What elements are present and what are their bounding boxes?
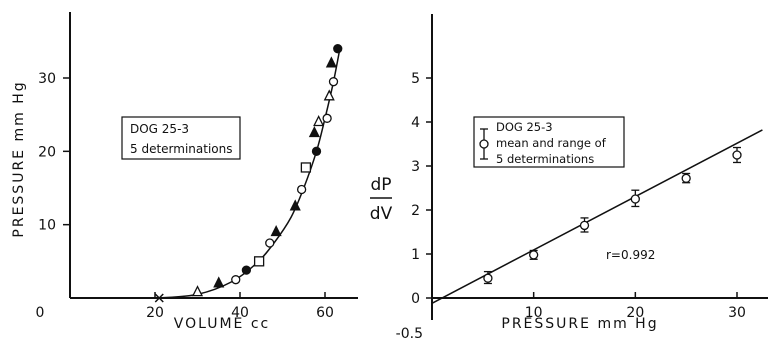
left-point-filled-triangle <box>308 126 320 138</box>
left-x-tick-label: 0 <box>36 305 45 321</box>
right-legend-box: DOG 25-3 mean and range of 5 determinati… <box>473 116 625 168</box>
left-y-axis-label: PRESSURE mm Hg <box>11 80 27 237</box>
right-point-mean <box>681 173 691 183</box>
left-axis-ticks: 0 20 40 60 10 20 30 <box>36 71 334 321</box>
left-point-filled-triangle <box>213 276 225 288</box>
left-point-open-square <box>253 256 265 267</box>
left-x-tick-label: 40 <box>231 305 249 321</box>
left-point-open-circle <box>265 238 275 248</box>
left-point-filled-circle <box>333 44 343 54</box>
right-axis-ticks: 10 20 30 -0.5 0 1 2 3 4 5 <box>396 71 746 341</box>
left-point-open-triangle <box>313 115 325 127</box>
left-point-open-square <box>300 162 312 173</box>
right-y-tick-label: 3 <box>411 159 420 175</box>
right-y-tick-label: -0.5 <box>396 326 423 341</box>
left-legend-box: DOG 25-3 5 determinations <box>121 116 241 160</box>
left-point-filled-circle <box>241 265 252 275</box>
left-legend-line-1: DOG 25-3 <box>130 122 189 136</box>
left-fit-curve <box>159 48 341 299</box>
compliance-pressure-chart: 10 20 30 -0.5 0 1 2 3 4 5 dP dV PRESSURE mm Hg DO… <box>370 14 768 341</box>
left-point-open-circle <box>322 113 332 123</box>
right-point-mean <box>579 220 590 231</box>
left-point-open-circle <box>296 184 307 195</box>
left-legend-line-2: 5 determinations <box>130 142 232 156</box>
right-legend-line-3: 5 determinations <box>496 152 594 166</box>
left-y-tick-label: 10 <box>38 218 56 234</box>
left-x-tick-label: 20 <box>146 305 164 321</box>
right-point-mean <box>529 250 539 260</box>
right-data-points <box>483 146 742 285</box>
right-point-mean <box>732 150 742 160</box>
right-point-mean <box>483 273 493 283</box>
left-x-axis-label: VOLUME cc <box>174 316 270 332</box>
left-point-filled-triangle <box>289 199 301 211</box>
right-point-mean <box>630 194 640 204</box>
right-y-tick-label: 1 <box>411 247 420 263</box>
left-point-open-triangle <box>323 89 335 101</box>
right-y-label-bottom: dV <box>370 204 393 224</box>
right-y-tick-label: 0 <box>411 291 420 307</box>
right-y-tick-label: 4 <box>411 115 420 131</box>
right-y-tick-label: 5 <box>411 71 420 87</box>
right-legend-circle-icon <box>479 139 489 149</box>
right-y-label-top: dP <box>370 175 391 195</box>
right-x-tick-label: 30 <box>728 305 746 321</box>
left-point-filled-triangle <box>325 56 337 68</box>
right-y-tick-label: 2 <box>411 203 420 219</box>
left-data-points <box>154 44 343 303</box>
right-legend-line-2: mean and range of <box>496 136 607 150</box>
left-point-open-circle <box>328 77 339 87</box>
left-point-open-circle <box>231 275 241 285</box>
left-y-tick-label: 20 <box>38 144 56 160</box>
right-x-tick-label: 10 <box>525 305 543 321</box>
left-point-open-triangle <box>191 285 204 297</box>
left-y-tick-label: 30 <box>38 71 56 87</box>
zero-volume-x-marker <box>154 293 164 303</box>
left-point-filled-triangle <box>270 225 282 237</box>
correlation-annotation: r=0.992 <box>606 248 655 262</box>
right-x-axis-label: PRESSURE mm Hg <box>501 316 658 332</box>
right-x-tick-label: 20 <box>626 305 644 321</box>
volume-pressure-chart: 0 20 40 60 10 20 30 PRESSURE mm Hg VOLUME cc D… <box>11 12 358 332</box>
regression-line <box>431 129 763 304</box>
left-x-tick-label: 60 <box>316 305 334 321</box>
right-legend-line-1: DOG 25-3 <box>496 120 553 134</box>
left-point-filled-circle <box>311 146 322 156</box>
right-y-axis-label: dP dV <box>370 175 393 224</box>
